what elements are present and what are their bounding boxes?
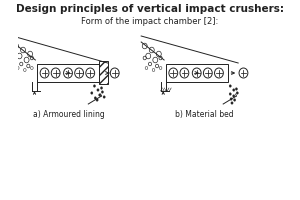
- Circle shape: [100, 87, 103, 89]
- Circle shape: [230, 98, 232, 100]
- Circle shape: [103, 96, 105, 98]
- Circle shape: [94, 97, 97, 99]
- Text: Design principles of vertical impact crushers:: Design principles of vertical impact cru…: [16, 4, 284, 14]
- Circle shape: [99, 94, 101, 96]
- Circle shape: [235, 88, 238, 90]
- Bar: [166, 64, 228, 82]
- Circle shape: [232, 89, 235, 91]
- Bar: [37, 64, 99, 82]
- Circle shape: [93, 85, 96, 87]
- Circle shape: [91, 92, 93, 94]
- Circle shape: [96, 99, 98, 101]
- Circle shape: [229, 93, 231, 95]
- Circle shape: [101, 91, 104, 93]
- Circle shape: [236, 92, 239, 94]
- Circle shape: [233, 99, 236, 101]
- Bar: [99, 61, 108, 84]
- Circle shape: [97, 89, 99, 91]
- Text: b) Material bed: b) Material bed: [176, 110, 234, 119]
- Circle shape: [232, 95, 235, 97]
- Text: Form of the impact chamber [2]:: Form of the impact chamber [2]:: [81, 17, 219, 26]
- Text: a) Armoured lining: a) Armoured lining: [33, 110, 105, 119]
- Circle shape: [229, 85, 231, 87]
- Circle shape: [231, 102, 233, 104]
